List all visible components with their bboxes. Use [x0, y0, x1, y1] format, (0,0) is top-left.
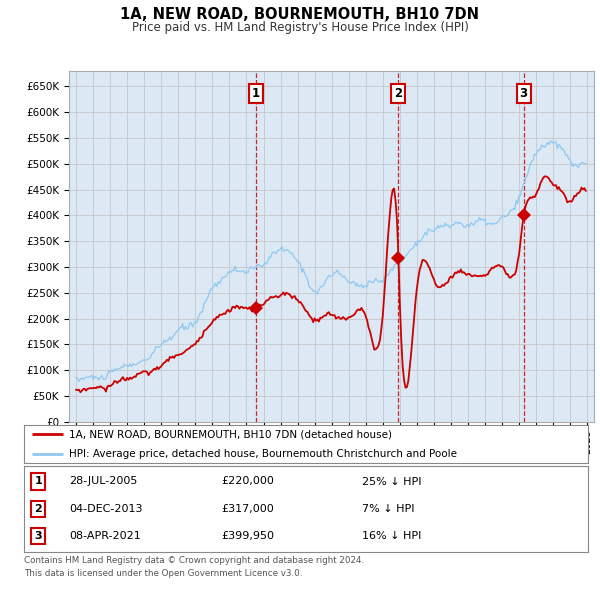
Text: This data is licensed under the Open Government Licence v3.0.: This data is licensed under the Open Gov…	[24, 569, 302, 578]
Text: 1A, NEW ROAD, BOURNEMOUTH, BH10 7DN (detached house): 1A, NEW ROAD, BOURNEMOUTH, BH10 7DN (det…	[69, 430, 392, 440]
Text: £317,000: £317,000	[221, 504, 274, 514]
Text: 2: 2	[34, 504, 42, 514]
Text: 1: 1	[34, 477, 42, 487]
Text: 1: 1	[252, 87, 260, 100]
Text: 1A, NEW ROAD, BOURNEMOUTH, BH10 7DN: 1A, NEW ROAD, BOURNEMOUTH, BH10 7DN	[121, 7, 479, 22]
Text: 04-DEC-2013: 04-DEC-2013	[69, 504, 143, 514]
Text: 08-APR-2021: 08-APR-2021	[69, 531, 141, 541]
Text: 2: 2	[394, 87, 403, 100]
Text: 16% ↓ HPI: 16% ↓ HPI	[362, 531, 422, 541]
Text: 25% ↓ HPI: 25% ↓ HPI	[362, 477, 422, 487]
Text: 7% ↓ HPI: 7% ↓ HPI	[362, 504, 415, 514]
Text: Price paid vs. HM Land Registry's House Price Index (HPI): Price paid vs. HM Land Registry's House …	[131, 21, 469, 34]
Text: £220,000: £220,000	[221, 477, 274, 487]
Text: 28-JUL-2005: 28-JUL-2005	[69, 477, 137, 487]
Text: Contains HM Land Registry data © Crown copyright and database right 2024.: Contains HM Land Registry data © Crown c…	[24, 556, 364, 565]
Text: 3: 3	[34, 531, 42, 541]
Text: HPI: Average price, detached house, Bournemouth Christchurch and Poole: HPI: Average price, detached house, Bour…	[69, 448, 457, 458]
Text: 3: 3	[520, 87, 528, 100]
Text: £399,950: £399,950	[221, 531, 274, 541]
